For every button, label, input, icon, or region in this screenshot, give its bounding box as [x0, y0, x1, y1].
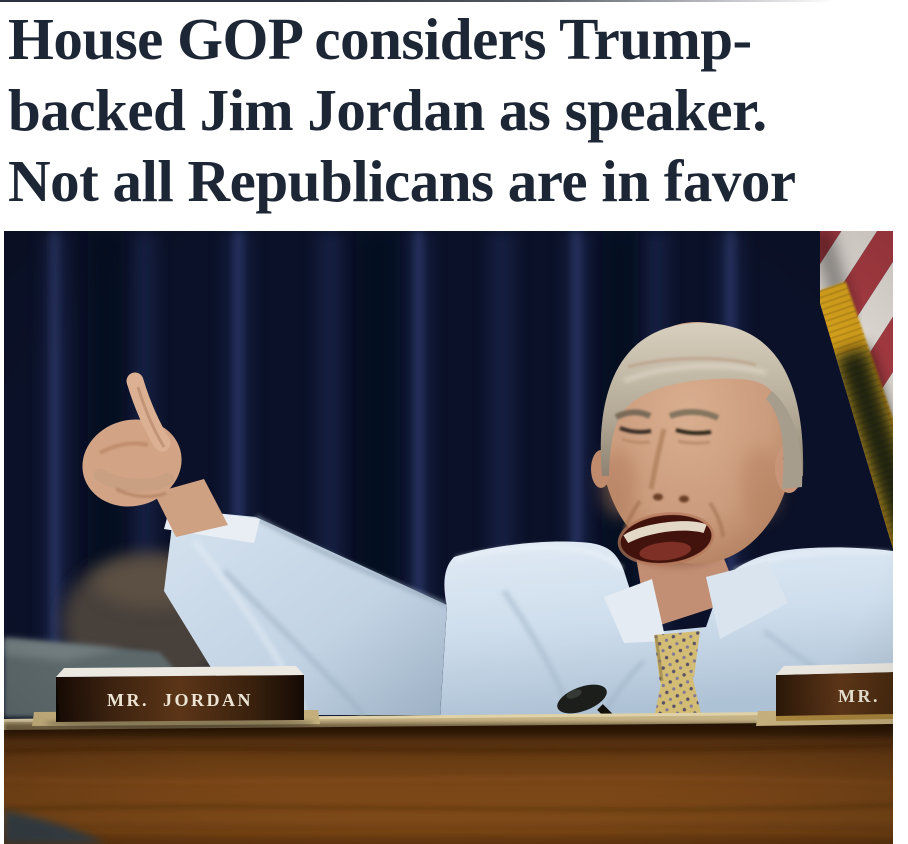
- headline-line-3: Not all Republicans are in favor: [8, 148, 796, 214]
- cropped-edge-artifact: [0, 0, 862, 2]
- headline-line-2: backed Jim Jordan as speaker.: [8, 77, 767, 143]
- headline-line-1: House GOP considers Trump-: [8, 6, 752, 72]
- photo-vignette: [4, 231, 893, 844]
- article-photo: MR. JORDAN MR. TU: [4, 231, 893, 844]
- article-headline: House GOP considers Trump- backed Jim Jo…: [8, 4, 904, 217]
- photo-illustration: MR. JORDAN MR. TU: [4, 231, 893, 844]
